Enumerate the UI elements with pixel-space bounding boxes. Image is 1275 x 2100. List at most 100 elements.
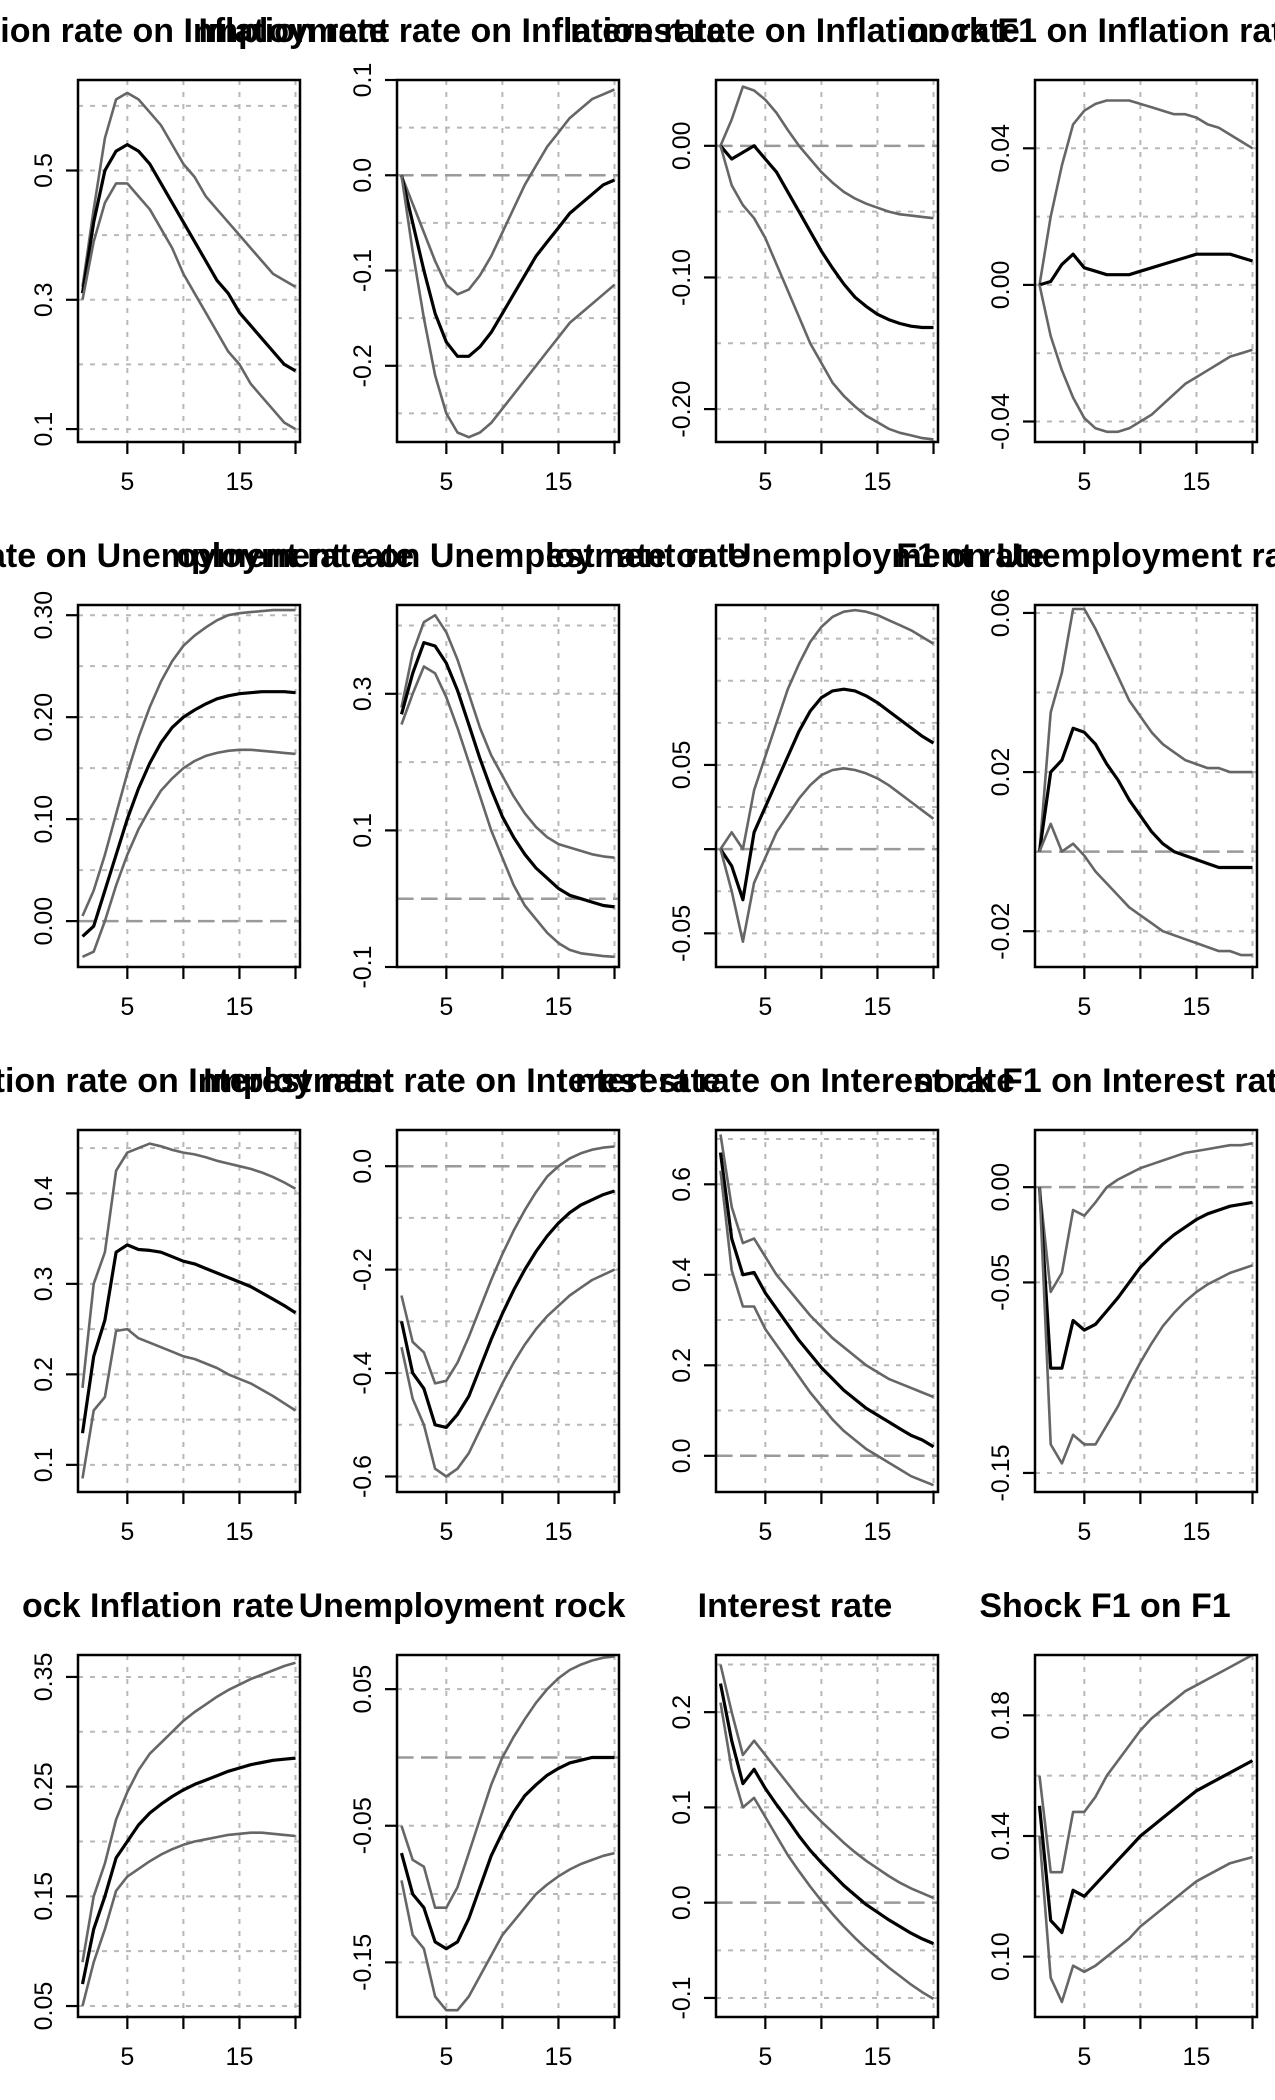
estimate-line	[80, 1243, 297, 1434]
y-tick-label: -0.05	[349, 1797, 377, 1854]
y-tick-label: 0.5	[30, 153, 58, 188]
plot-area	[716, 605, 938, 967]
panel-title: nflation rate on Inflation rate	[0, 12, 388, 50]
y-tick-label: -0.6	[349, 1455, 377, 1498]
plot-area	[78, 80, 300, 442]
y-tick-label: 0.00	[668, 121, 696, 170]
irf-panel: Shock F1 on F1 0.10 0.14 0.18 5 15	[979, 1587, 1259, 2071]
x-tick-label: 5	[1077, 993, 1091, 1021]
irf-panel: est rate on Unemployment rate -0.05 0.05 5 1…	[546, 537, 1045, 1021]
x-tick-label: 5	[1077, 2043, 1091, 2071]
y-tick-label: 0.1	[349, 63, 377, 98]
y-tick-label: -0.2	[349, 344, 377, 387]
irf-panel: nock F1 on Interest rate -0.15 -0.05 0.00 5 1…	[913, 1062, 1275, 1546]
x-tick-label: 5	[439, 2043, 453, 2071]
estimate-line	[719, 687, 935, 902]
estimate-line	[1037, 1187, 1253, 1370]
y-tick-label: 0.1	[668, 1790, 696, 1825]
y-tick-label: -0.15	[349, 1934, 377, 1991]
plot-area	[1035, 80, 1257, 442]
upper-band-line	[1038, 1655, 1254, 1874]
lower-band-line	[719, 1702, 935, 2001]
plot-area	[716, 1130, 938, 1492]
panel-title: oyment rate on Unemployment rate	[177, 537, 748, 575]
upper-band-line	[400, 1145, 615, 1385]
plot-frame	[76, 78, 302, 444]
panel-title: nock F1 on Inflation rate	[909, 12, 1275, 50]
panel-title: F1 on Unemployment rate	[896, 537, 1275, 575]
upper-band-line	[1038, 607, 1253, 852]
x-tick-label: 5	[758, 993, 772, 1021]
irf-panel: oyment rate on Unemployment rate -0.1 0.1 0…	[177, 537, 748, 1021]
x-tick-label: 15	[1183, 468, 1211, 496]
y-tick-label: -0.20	[668, 381, 696, 438]
x-tick-label: 5	[120, 2043, 134, 2071]
y-tick-label: 0.00	[987, 1163, 1015, 1212]
y-tick-label: -0.4	[349, 1351, 377, 1394]
lower-band-line	[1038, 1187, 1253, 1465]
panel-title: Unemployment rock	[299, 1587, 626, 1625]
y-tick-label: 0.04	[987, 124, 1015, 173]
estimate-line	[399, 640, 615, 909]
plot-frame	[395, 1128, 621, 1494]
lower-band-line	[400, 1851, 615, 2012]
y-tick-label: -0.2	[349, 1248, 377, 1291]
irf-panel: nflation rate on Interest rate 0.1 0.2 0.3 0…	[0, 1062, 383, 1546]
irf-panel: nflation rate on Inflation rate 0.1 0.3 0.5…	[0, 12, 388, 496]
y-tick-label: -0.10	[668, 249, 696, 306]
x-tick-label: 15	[226, 1518, 254, 1546]
lower-band-line	[81, 1327, 297, 1479]
upper-band-line	[400, 88, 616, 296]
plot-area	[78, 1130, 300, 1492]
x-tick-label: 5	[120, 468, 134, 496]
panel-title: Imployment rate on Inflation rate	[198, 12, 725, 50]
y-tick-label: -0.1	[349, 249, 377, 292]
y-tick-label: 0.15	[30, 1872, 58, 1921]
y-tick-label: -0.05	[987, 1254, 1015, 1311]
plot-frame	[1033, 78, 1259, 444]
upper-band-line	[719, 1664, 935, 1900]
estimate-line	[399, 174, 616, 358]
y-tick-label: -0.04	[987, 393, 1015, 450]
upper-band-line	[1038, 99, 1254, 286]
x-tick-label: 5	[758, 1518, 772, 1546]
plot-frame	[1033, 603, 1259, 969]
lower-band-line	[1038, 822, 1253, 957]
y-tick-label: -0.1	[349, 945, 377, 988]
plot-frame	[76, 1653, 302, 2019]
upper-band-line	[400, 1655, 615, 1909]
lower-band-line	[719, 766, 935, 944]
plot-frame	[395, 603, 621, 969]
y-tick-label: -0.05	[668, 905, 696, 962]
y-tick-label: 0.6	[668, 1167, 696, 1202]
lower-band-line	[719, 1170, 934, 1487]
plot-frame	[714, 1128, 940, 1494]
plot-area	[1035, 605, 1257, 967]
plot-frame	[714, 1653, 940, 2019]
estimate-line	[719, 144, 934, 330]
y-tick-label: 0.02	[987, 748, 1015, 797]
upper-band-line	[81, 608, 296, 917]
y-tick-label: 0.2	[30, 1357, 58, 1392]
irf-panel: Unemployment rock -0.15 -0.05 0.05 5 15	[299, 1587, 626, 2071]
x-tick-label: 15	[226, 468, 254, 496]
y-tick-label: 0.2	[668, 1348, 696, 1383]
panel-title: est rate on Unemployment rate	[546, 537, 1045, 575]
estimate-line	[80, 1756, 296, 1985]
upper-band-line	[719, 1134, 934, 1399]
panel-title: tion rate on Unemployment rate	[0, 537, 414, 575]
irf-panel: F1 on Unemployment rate -0.02 0.02 0.06 5 15	[896, 537, 1275, 1021]
upper-band-line	[719, 608, 935, 851]
estimate-line	[80, 143, 297, 373]
x-tick-label: 15	[545, 2043, 573, 2071]
x-tick-label: 15	[1183, 2043, 1211, 2071]
y-tick-label: 0.4	[30, 1176, 58, 1211]
y-tick-label: 0.18	[987, 1691, 1015, 1740]
plot-area	[397, 1655, 619, 2017]
x-tick-label: 5	[120, 1518, 134, 1546]
plot-area	[78, 605, 300, 967]
y-tick-label: 0.3	[349, 676, 377, 711]
y-tick-label: 0.20	[30, 693, 58, 742]
plot-frame	[714, 603, 940, 969]
